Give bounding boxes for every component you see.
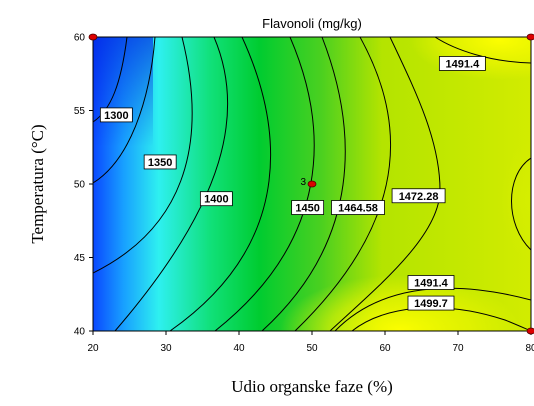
contour-label: 1300 (104, 110, 128, 122)
x-axis-label: Udio organske faze (%) (231, 377, 393, 396)
x-tick-label: 50 (306, 343, 318, 354)
y-tick-label: 60 (74, 33, 86, 44)
contour-label: 1350 (148, 157, 172, 169)
contour-1350 (93, 37, 156, 184)
contour-label: 1464.58 (338, 203, 378, 215)
x-tick-label: 20 (87, 343, 99, 354)
contour-1491-4-top (434, 37, 531, 64)
contour-1400-upper (114, 37, 229, 331)
y-tick-label: 55 (74, 106, 86, 117)
y-axis-label: Temperatura (°C) (28, 124, 47, 243)
contour-label: 1450 (295, 203, 319, 215)
contour-label: 1491.4 (414, 277, 449, 289)
y-tick-label: 50 (74, 180, 86, 191)
x-tick-label: 60 (379, 343, 391, 354)
contour-labels: 1300 1350 1400 1450 1464.58 1472.28 1491.4 1491… (99, 56, 486, 311)
x-tick-label: 70 (452, 343, 464, 354)
x-tick-label: 40 (233, 343, 245, 354)
contour-1491-4-bottom (334, 287, 531, 331)
contour-label-box (291, 200, 325, 215)
surface-hot-bottom (280, 275, 520, 331)
x-axis-ticks: 20 30 40 50 60 70 80 (87, 331, 534, 354)
contour-label-box (407, 275, 455, 290)
chart-title: Flavonoli (mg/kg) (262, 16, 362, 31)
y-tick-label: 40 (74, 327, 86, 338)
surface-shade-top (93, 37, 153, 147)
contour-label-box (391, 188, 446, 204)
x-tick-label: 30 (160, 343, 172, 354)
contour-1472-28 (294, 37, 392, 331)
contour-1491-4-right (511, 157, 531, 251)
design-point-label: 3 (300, 177, 306, 188)
x-tick-label: 80 (525, 343, 534, 354)
design-point (307, 180, 317, 188)
contour-label: 1499.7 (414, 298, 448, 310)
design-point (526, 33, 534, 41)
contour-1300 (93, 37, 128, 123)
contour-label-box (438, 56, 486, 71)
contour-label: 1400 (204, 194, 228, 206)
contour-1400 (93, 37, 193, 274)
y-axis-ticks: 40 45 50 55 60 (74, 33, 93, 338)
design-point (526, 327, 534, 335)
contour-label-box (407, 295, 455, 311)
contour-1464-58 (261, 37, 346, 331)
contour-label-box (99, 107, 133, 123)
contour-label-box (331, 200, 385, 215)
contour-1499-7 (351, 307, 531, 331)
plot-area (93, 37, 531, 331)
surface-right (501, 140, 531, 260)
design-point (88, 33, 98, 41)
contour-label-box (143, 154, 177, 170)
contour-label: 1472.28 (399, 191, 439, 203)
contour-1450 (169, 37, 272, 331)
design-points: 3 (88, 33, 534, 335)
y-tick-label: 45 (74, 253, 86, 264)
contour-label: 1491.4 (446, 58, 481, 70)
contour-label-box (199, 191, 233, 207)
